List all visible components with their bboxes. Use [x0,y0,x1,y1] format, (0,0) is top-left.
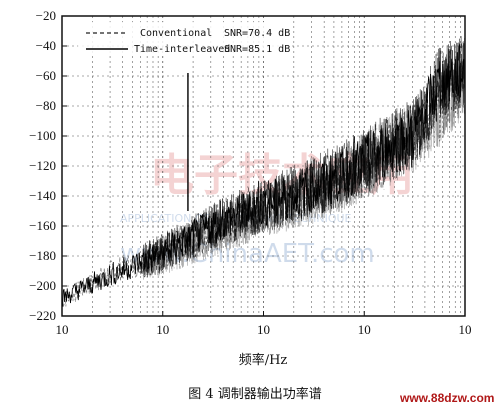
y-axis-ticks: −20 −40 −60 −80 −100 −120 −140 −160 −180 −200 −220 [29,8,67,323]
figure-caption: 图 4 调制器输出功率谱 [188,386,322,402]
y-tick-label: −60 [36,68,56,83]
y-tick-label: −20 [36,8,56,23]
y-tick-label: −220 [29,308,56,323]
x-tick-label: 10 [358,322,371,337]
x-tick-label: 10 [257,322,270,337]
legend-snr-conventional: SNR=70.4 dB [224,28,290,39]
y-tick-label: −140 [29,188,56,203]
data-series [61,36,466,308]
y-tick-label: −120 [29,158,56,173]
legend-box [78,22,290,56]
y-tick-label: −80 [36,98,56,113]
series-band-time-interleaved [142,36,466,278]
y-tick-label: −160 [29,218,56,233]
y-tick-label: −200 [29,278,56,293]
x-tick-label: 10 [56,322,69,337]
x-axis-label: 频率/Hz [239,352,288,368]
legend-snr-time-interleaved: SNR=85.1 dB [224,44,290,55]
x-axis-ticks: 10 10 10 10 10 [56,311,472,337]
x-tick-label: 10 [156,322,169,337]
legend-label-conventional: Conventional [140,28,212,39]
x-tick-label: 10 [459,322,472,337]
y-tick-label: −100 [29,128,56,143]
site-url: www.88dzw.com [399,391,494,405]
legend: Conventional SNR=70.4 dB Time-interleave… [78,22,290,56]
y-tick-label: −180 [29,248,56,263]
y-tick-label: −40 [36,38,56,53]
legend-label-time-interleaved: Time-interleaved [134,44,230,55]
